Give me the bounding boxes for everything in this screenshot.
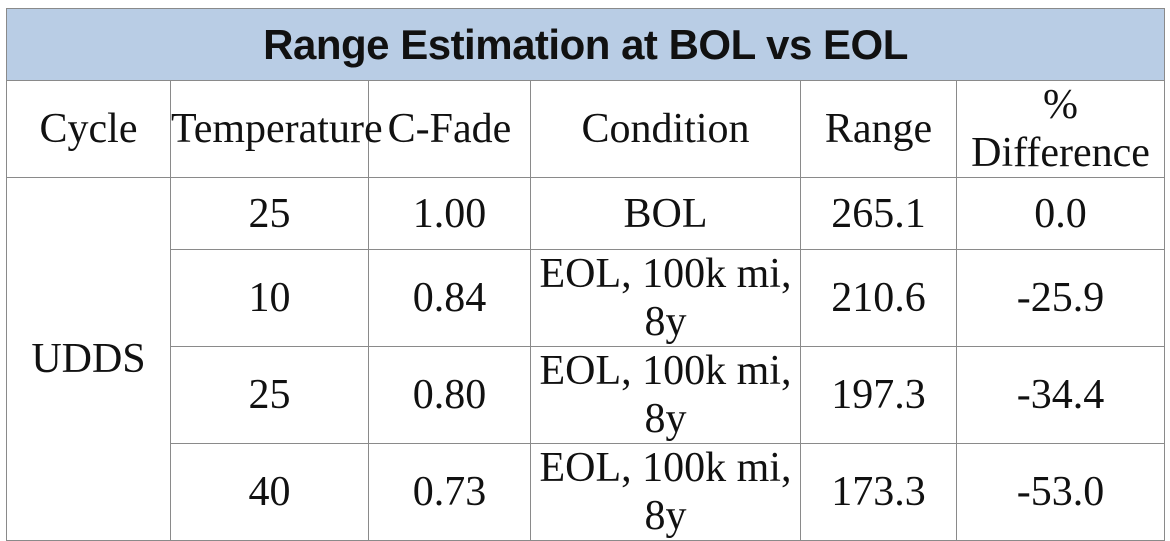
table-row: 10 0.84 EOL, 100k mi, 8y 210.6 -25.9 [7, 249, 1166, 347]
cell-range: 210.6 [800, 249, 957, 347]
cell-c-fade: 0.80 [368, 346, 531, 444]
cell-range: 197.3 [800, 346, 957, 444]
table-row: 40 0.73 EOL, 100k mi, 8y 173.3 -53.0 [7, 443, 1166, 541]
table-row: UDDS 25 1.00 BOL 265.1 0.0 [6, 177, 1166, 541]
cell-temperature: 25 [170, 346, 369, 444]
header-c-fade: C-Fade [368, 80, 531, 178]
header-range: Range [800, 80, 957, 178]
cell-pct-difference: -53.0 [955, 443, 1166, 541]
table-title: Range Estimation at BOL vs EOL [5, 8, 1166, 81]
cell-condition: EOL, 100k mi, 8y [530, 346, 801, 444]
cell-c-fade: 1.00 [368, 177, 531, 250]
header-condition: Condition [530, 80, 801, 178]
cell-temperature: 40 [170, 443, 369, 541]
range-estimation-table-container: Range Estimation at BOL vs EOL Cycle Tem… [5, 8, 1166, 541]
cell-range: 265.1 [800, 177, 957, 250]
cell-condition: BOL [530, 177, 801, 250]
cell-pct-difference: 0.0 [955, 177, 1166, 250]
cell-pct-difference: -34.4 [955, 346, 1166, 444]
cell-c-fade: 0.84 [368, 249, 531, 347]
cell-condition: EOL, 100k mi, 8y [530, 249, 801, 347]
header-pct-difference: % Difference [955, 80, 1166, 178]
header-temperature: Temperature [170, 80, 383, 178]
range-estimation-table: Range Estimation at BOL vs EOL Cycle Tem… [5, 8, 1166, 541]
cell-c-fade: 0.73 [368, 443, 531, 541]
cell-temperature: 10 [170, 249, 369, 347]
cycle-cell: UDDS [6, 177, 171, 541]
cell-range: 173.3 [800, 443, 957, 541]
cell-condition: EOL, 100k mi, 8y [530, 443, 801, 541]
cell-temperature: 25 [170, 177, 369, 250]
table-row: 25 0.80 EOL, 100k mi, 8y 197.3 -34.4 [7, 346, 1166, 444]
cell-pct-difference: -25.9 [955, 249, 1166, 347]
header-cycle: Cycle [6, 80, 171, 178]
